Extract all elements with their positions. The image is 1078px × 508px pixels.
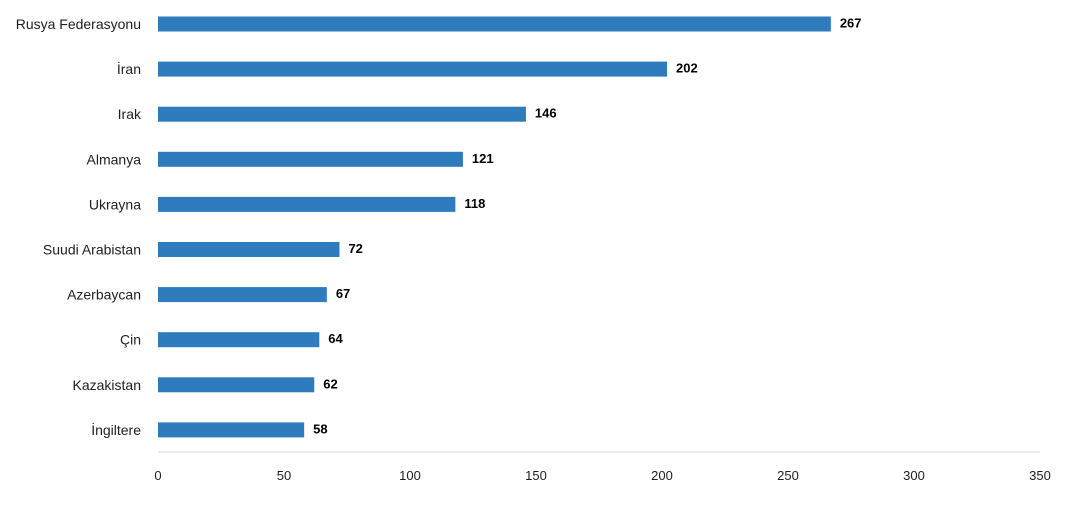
category-label: İran xyxy=(117,60,141,77)
x-tick-label: 200 xyxy=(651,468,673,483)
x-tick-label: 350 xyxy=(1029,468,1051,483)
bar-2 xyxy=(158,106,526,122)
x-tick-label: 100 xyxy=(399,468,421,483)
x-tick-label: 150 xyxy=(525,468,547,483)
x-tick-label: 300 xyxy=(903,468,925,483)
data-label: 62 xyxy=(323,376,337,391)
category-label: Kazakistan xyxy=(73,377,141,393)
data-labels: 267 202 146 121 118 72 67 64 62 58 xyxy=(313,16,861,437)
category-label: Irak xyxy=(118,106,142,122)
data-label: 67 xyxy=(336,286,350,301)
category-label: İngiltere xyxy=(91,421,141,438)
data-label: 118 xyxy=(464,196,485,211)
category-label: Azerbaycan xyxy=(67,287,141,303)
data-label: 64 xyxy=(328,331,343,346)
bar-4 xyxy=(158,196,456,212)
data-label: 72 xyxy=(348,241,362,256)
x-axis-ticks: 0 50 100 150 200 250 300 350 xyxy=(154,468,1050,483)
category-label: Rusya Federasyonu xyxy=(16,16,141,32)
data-label: 267 xyxy=(840,16,862,31)
bars-layer xyxy=(158,16,831,438)
category-label: Ukrayna xyxy=(89,196,141,212)
bar-9 xyxy=(158,422,305,438)
data-label: 202 xyxy=(676,61,698,76)
bar-3 xyxy=(158,151,463,167)
category-label: Çin xyxy=(120,332,141,348)
bar-0 xyxy=(158,16,831,32)
bar-5 xyxy=(158,242,340,257)
x-tick-label: 250 xyxy=(777,468,799,483)
x-tick-label: 50 xyxy=(277,468,291,483)
category-label: Almanya xyxy=(87,151,142,167)
bar-7 xyxy=(158,332,320,348)
bar-8 xyxy=(158,377,315,393)
data-label: 121 xyxy=(472,151,494,166)
category-labels: Rusya Federasyonu İran Irak Almanya Ukrayna S… xyxy=(16,16,142,438)
category-label: Suudi Arabistan xyxy=(43,242,141,258)
data-label: 58 xyxy=(313,421,327,436)
data-label: 146 xyxy=(535,106,557,121)
x-tick-label: 0 xyxy=(154,468,161,483)
bar-1 xyxy=(158,61,668,77)
bar-6 xyxy=(158,287,327,303)
